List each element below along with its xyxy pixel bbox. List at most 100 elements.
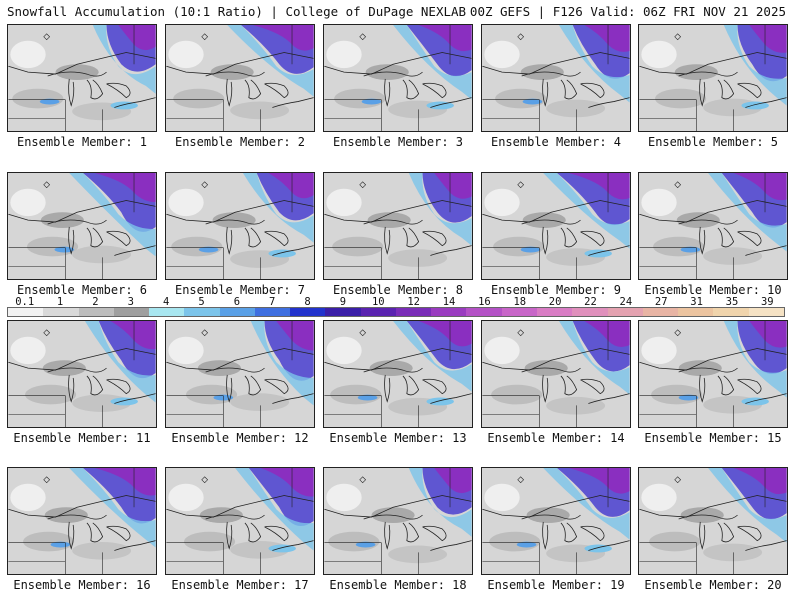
ensemble-member-label: Ensemble Member: 12 [171,431,309,445]
ensemble-member-map [165,467,315,575]
ensemble-member-map [165,320,315,428]
header-title-left: Snowfall Accumulation (10:1 Ratio) | Col… [7,4,467,19]
colorbar-tick-label: 14 [442,296,456,308]
snowfall-map-svg [482,468,630,574]
colorbar-tick-label: 2 [92,296,99,308]
snowfall-map-svg [8,321,156,427]
ensemble-member-label: Ensemble Member: 18 [329,578,467,592]
ensemble-member-map [323,172,473,280]
colorbar-tick-label: 9 [339,296,347,308]
colorbar-tick-label: 35 [725,296,739,308]
snowfall-colorbar [7,307,785,317]
ensemble-member-label: Ensemble Member: 9 [490,283,622,297]
colorbar-swatch [678,308,714,316]
snowfall-map-svg [482,25,630,131]
colorbar-tick-label: 10 [371,296,385,308]
snowfall-map-svg [639,25,787,131]
colorbar-tick-label: 27 [654,296,668,308]
ensemble-member-label: Ensemble Member: 7 [174,283,306,297]
snowfall-map-svg [8,173,156,279]
ensemble-member-label: Ensemble Member: 4 [490,135,622,149]
colorbar-tick-label: 39 [760,296,774,308]
ensemble-member-label: Ensemble Member: 2 [174,135,306,149]
ensemble-member-map [481,172,631,280]
snowfall-map-svg [324,321,472,427]
colorbar-swatch [572,308,608,316]
colorbar-tick-label: 12 [407,296,420,308]
header-title-right: 00Z GEFS | F126 Valid: 06Z FRI NOV 21 20… [469,4,786,19]
colorbar-swatch [149,308,185,316]
colorbar-swatch [501,308,537,316]
ensemble-member-map [638,320,788,428]
ensemble-member-label: Ensemble Member: 14 [487,431,625,445]
colorbar-tick-label: 3 [127,296,134,308]
colorbar-swatch [184,308,220,316]
colorbar-tick-label: 18 [513,296,527,308]
colorbar-swatch [254,308,291,316]
colorbar-swatch [748,308,784,316]
ensemble-member-map [323,24,473,132]
snowfall-map-svg [166,321,314,427]
ensemble-member-label: Ensemble Member: 11 [13,431,151,445]
ensemble-member-map [7,24,157,132]
ensemble-member-map [481,24,631,132]
snowfall-map-svg [8,25,156,131]
ensemble-member-map [323,467,473,575]
colorbar-tick-label: 1 [56,296,64,308]
ensemble-member-label: Ensemble Member: 20 [644,578,782,592]
ensemble-member-label: Ensemble Member: 10 [644,283,782,297]
ensemble-member-map [323,320,473,428]
ensemble-member-map [7,320,157,428]
ensemble-member-map [481,467,631,575]
ensemble-member-label: Ensemble Member: 17 [171,578,309,592]
ensemble-member-label: Ensemble Member: 6 [16,283,148,297]
snowfall-map-svg [639,173,787,279]
colorbar-swatch [78,308,114,316]
snowfall-map-svg [482,321,630,427]
ensemble-member-map [7,467,157,575]
snowfall-map-svg [324,468,472,574]
colorbar-tick-label: 20 [548,296,562,308]
colorbar-tick-label: 8 [304,296,311,308]
colorbar-tick-label: 22 [584,296,597,308]
colorbar-swatch [395,308,432,316]
colorbar-swatch [113,308,150,316]
colorbar-swatch [360,308,396,316]
ensemble-member-map [7,172,157,280]
snowfall-map-svg [324,173,472,279]
snowfall-map-svg [8,468,156,574]
ensemble-member-label: Ensemble Member: 16 [13,578,151,592]
colorbar-swatch [431,308,467,316]
colorbar-swatch [290,308,326,316]
snowfall-map-svg [639,468,787,574]
colorbar-swatch [43,308,79,316]
ensemble-member-label: Ensemble Member: 8 [332,283,464,297]
snowfall-map-svg [324,25,472,131]
ensemble-member-map [638,172,788,280]
ensemble-member-label: Ensemble Member: 15 [644,431,782,445]
ensemble-member-map [638,467,788,575]
ensemble-member-label: Ensemble Member: 13 [329,431,467,445]
ensemble-member-map [481,320,631,428]
snowfall-map-svg [166,25,314,131]
ensemble-member-label: Ensemble Member: 1 [16,135,148,149]
ensemble-member-label: Ensemble Member: 5 [647,135,779,149]
colorbar-swatch [466,308,502,316]
colorbar-tick-label: 4 [162,296,170,308]
colorbar-tick-label: 24 [619,296,633,308]
colorbar-swatch [325,308,361,316]
ensemble-member-label: Ensemble Member: 3 [332,135,464,149]
colorbar-tick-label: 5 [198,296,205,308]
snowfall-map-svg [482,173,630,279]
ensemble-member-map [638,24,788,132]
snowfall-map-svg [639,321,787,427]
colorbar-swatch [642,308,679,316]
snowfall-map-svg [166,468,314,574]
colorbar-tick-label: 7 [269,296,276,308]
colorbar-tick-label: 6 [233,296,241,308]
ensemble-member-map [165,172,315,280]
colorbar-swatch [219,308,255,316]
colorbar-swatch [713,308,749,316]
ensemble-member-label: Ensemble Member: 19 [487,578,625,592]
colorbar-swatch [607,308,643,316]
